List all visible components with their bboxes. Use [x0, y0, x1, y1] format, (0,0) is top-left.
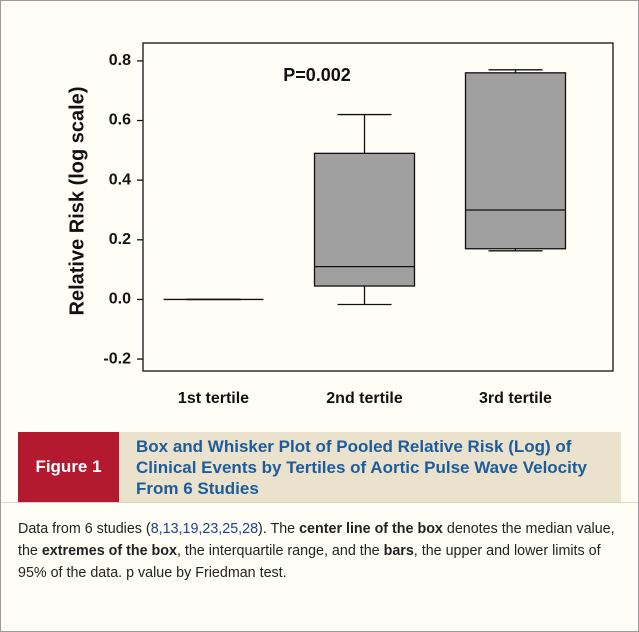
figure-label: Figure 1 — [18, 432, 119, 502]
box — [313, 152, 416, 287]
x-tick-label: 3rd tertile — [479, 390, 552, 407]
caption-segment: ). The — [258, 521, 300, 537]
caption-segment[interactable]: 8,13,19,23,25,28 — [150, 521, 259, 537]
y-tick-label: -0.2 — [103, 350, 131, 367]
y-axis-label: Relative Risk (log scale) — [66, 87, 88, 316]
caption-segment: bars — [383, 543, 414, 559]
annotation: P=0.002 — [283, 65, 351, 85]
y-tick-label: 0.2 — [109, 231, 131, 248]
box — [464, 72, 567, 250]
caption-segment: extremes of the box — [41, 543, 177, 559]
y-tick-label: 0.4 — [109, 171, 131, 188]
y-tick-label: 0.0 — [109, 291, 131, 308]
caption: Data from 6 studies (8,13,19,23,25,28). … — [18, 518, 623, 584]
caption-segment: Data from 6 studies ( — [18, 521, 151, 537]
figure-header: Figure 1 Box and Whisker Plot of Pooled … — [1, 432, 638, 502]
caption-segment: , the upper and lower limits of 95% of t… — [18, 543, 601, 581]
caption-segment: denotes the median value, the — [18, 521, 615, 559]
caption-segment: center line of the box — [299, 521, 443, 537]
separator — [1, 502, 638, 503]
y-tick-label: 0.8 — [109, 52, 131, 69]
x-tick-label: 2nd tertile — [326, 390, 403, 407]
chart: P=0.002 Relative Risk (log scale) -0.2 0.… — [66, 42, 614, 407]
figure-title: Box and Whisker Plot of Pooled Relative … — [119, 432, 621, 502]
caption-segment: , the interquartile range, and the — [176, 543, 384, 559]
y-tick-label: 0.6 — [109, 112, 131, 129]
plot-frame — [142, 42, 614, 372]
x-tick-label: 1st tertile — [178, 390, 249, 407]
